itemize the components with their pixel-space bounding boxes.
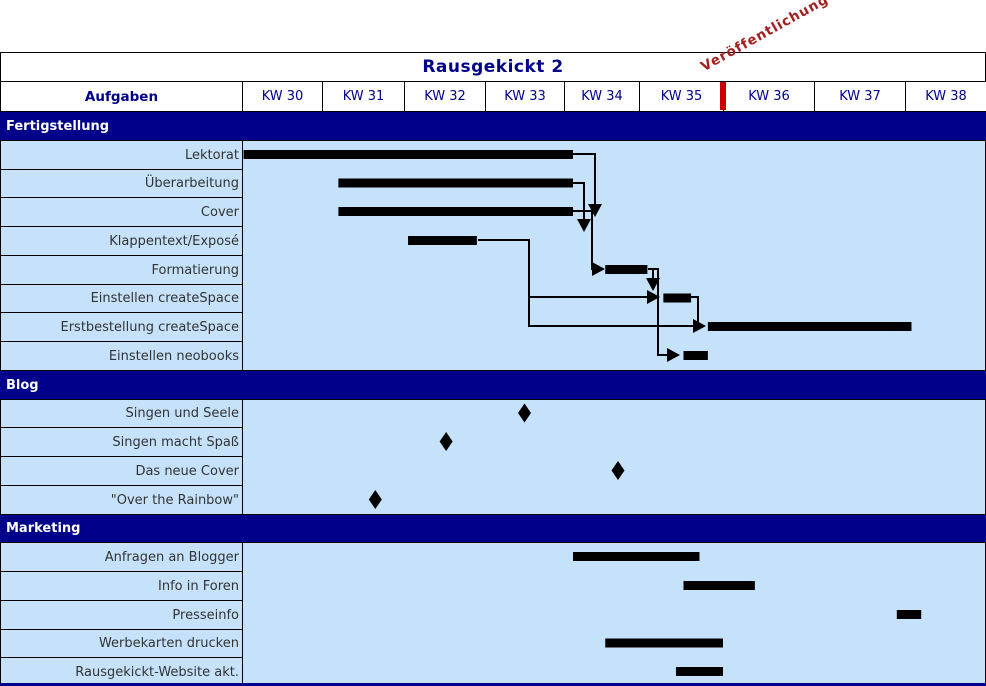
chart-title: Rausgekickt 2 — [422, 57, 564, 77]
task-label-klappentext-expos[interactable]: Klappentext/Exposé — [0, 226, 243, 256]
task-label-rausgekickt-website-akt[interactable]: Rausgekickt-Website akt. — [0, 657, 243, 686]
task-label-lektorat[interactable]: Lektorat — [0, 140, 243, 170]
week-header-kw-34[interactable]: KW 34 — [564, 81, 640, 112]
task-label-einstellen-neobooks[interactable]: Einstellen neobooks — [0, 341, 243, 371]
section-header-blog: Blog — [0, 370, 986, 400]
task-label-over-the-rainbow[interactable]: "Over the Rainbow" — [0, 485, 243, 515]
week-header-kw-30[interactable]: KW 30 — [242, 81, 323, 112]
task-label-anfragen-an-blogger[interactable]: Anfragen an Blogger — [0, 542, 243, 572]
task-label-erstbestellung-createspace[interactable]: Erstbestellung createSpace — [0, 312, 243, 342]
task-label-formatierung[interactable]: Formatierung — [0, 255, 243, 285]
task-label-singen-und-seele[interactable]: Singen und Seele — [0, 399, 243, 428]
section-header-marketing: Marketing — [0, 514, 986, 543]
week-header-kw-36[interactable]: KW 36 — [723, 81, 815, 112]
task-label-singen-macht-spaß[interactable]: Singen macht Spaß — [0, 427, 243, 457]
task-label-überarbeitung[interactable]: Überarbeitung — [0, 169, 243, 198]
table-bottom-border — [0, 683, 986, 686]
release-marker-tick — [720, 82, 726, 110]
task-label-presseinfo[interactable]: Presseinfo — [0, 600, 243, 630]
task-label-einstellen-createspace[interactable]: Einstellen createSpace — [0, 284, 243, 313]
week-header-kw-35[interactable]: KW 35 — [639, 81, 724, 112]
week-header-kw-31[interactable]: KW 31 — [322, 81, 405, 112]
week-header-kw-32[interactable]: KW 32 — [404, 81, 486, 112]
section-title: Marketing — [6, 521, 81, 536]
section-title: Fertigstellung — [6, 118, 110, 134]
week-header-kw-38[interactable]: KW 38 — [905, 81, 986, 112]
task-label-das-neue-cover[interactable]: Das neue Cover — [0, 456, 243, 486]
tasks-column-header[interactable]: Aufgaben — [0, 81, 243, 112]
chart-title-row: Rausgekickt 2 — [0, 52, 986, 82]
section-header-fertigstellung: Fertigstellung — [0, 111, 986, 141]
task-label-werbekarten-drucken[interactable]: Werbekarten drucken — [0, 629, 243, 658]
task-label-cover[interactable]: Cover — [0, 197, 243, 227]
task-label-info-in-foren[interactable]: Info in Foren — [0, 571, 243, 601]
week-header-kw-37[interactable]: KW 37 — [814, 81, 906, 112]
week-header-kw-33[interactable]: KW 33 — [485, 81, 565, 112]
section-title: Blog — [6, 377, 39, 393]
